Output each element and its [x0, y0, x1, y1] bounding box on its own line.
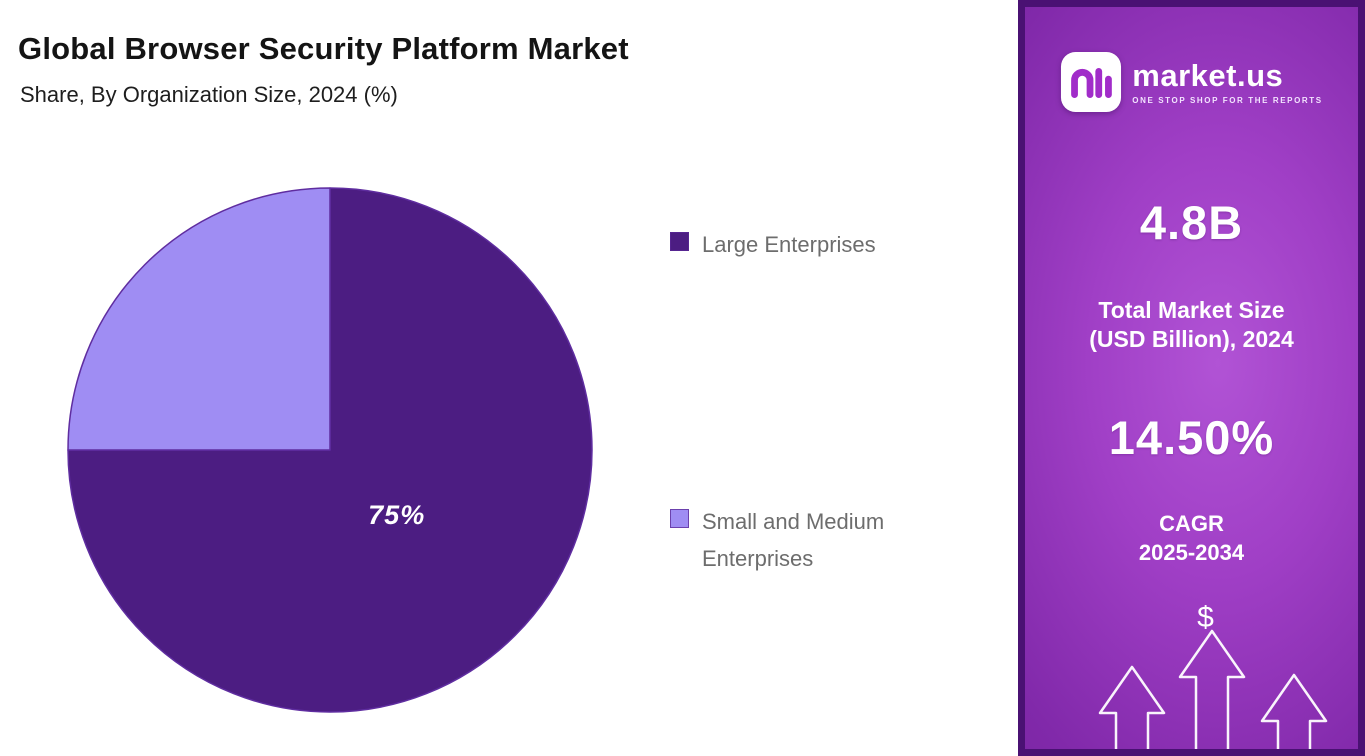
stat-cagr-value: 14.50% — [1108, 411, 1275, 464]
stat-cagr-label-line1: CAGR — [1159, 511, 1224, 536]
legend-swatch-large-enterprises — [670, 232, 689, 251]
stat-cagr-label: CAGR 2025-2034 — [1139, 509, 1244, 567]
brand-logo-text: market.us ONE STOP SHOP FOR THE REPORTS — [1132, 57, 1323, 105]
pie-slice-0 — [67, 187, 593, 713]
stat-cagr-label-line2: 2025-2034 — [1138, 540, 1245, 565]
pie-slice-1 — [67, 187, 331, 451]
stat-market-size-label-line2: (USD Billion), 2024 — [1089, 326, 1294, 352]
brand-logo: market.us ONE STOP SHOP FOR THE REPORTS — [1060, 51, 1322, 113]
page-title: Global Browser Security Platform Market — [18, 30, 629, 66]
legend-item-sme: Small and Medium Enterprises — [670, 503, 947, 577]
legend-label-large-enterprises: Large Enterprises — [702, 232, 876, 257]
pie-chart: 75% — [67, 187, 593, 713]
dollar-icon: $ — [1197, 601, 1214, 634]
brand-name: market.us — [1132, 57, 1284, 93]
market-us-logo-icon — [1061, 51, 1122, 113]
legend-item-large-enterprises: Large Enterprises — [670, 226, 876, 263]
growth-arrows-icon — [1098, 629, 1328, 749]
brand-tagline: ONE STOP SHOP FOR THE REPORTS — [1132, 95, 1323, 105]
stat-market-size-label: Total Market Size (USD Billion), 2024 — [1089, 296, 1293, 354]
legend-label-sme: Small and Medium Enterprises — [702, 509, 885, 571]
legend-swatch-sme — [670, 509, 689, 528]
pie-data-label-0: 75% — [368, 500, 425, 530]
stat-market-size-label-line1: Total Market Size — [1098, 297, 1285, 323]
stat-market-size-value: 4.8B — [1139, 196, 1244, 249]
page-subtitle: Share, By Organization Size, 2024 (%) — [20, 82, 398, 108]
brand-panel: market.us ONE STOP SHOP FOR THE REPORTS … — [1018, 0, 1365, 756]
